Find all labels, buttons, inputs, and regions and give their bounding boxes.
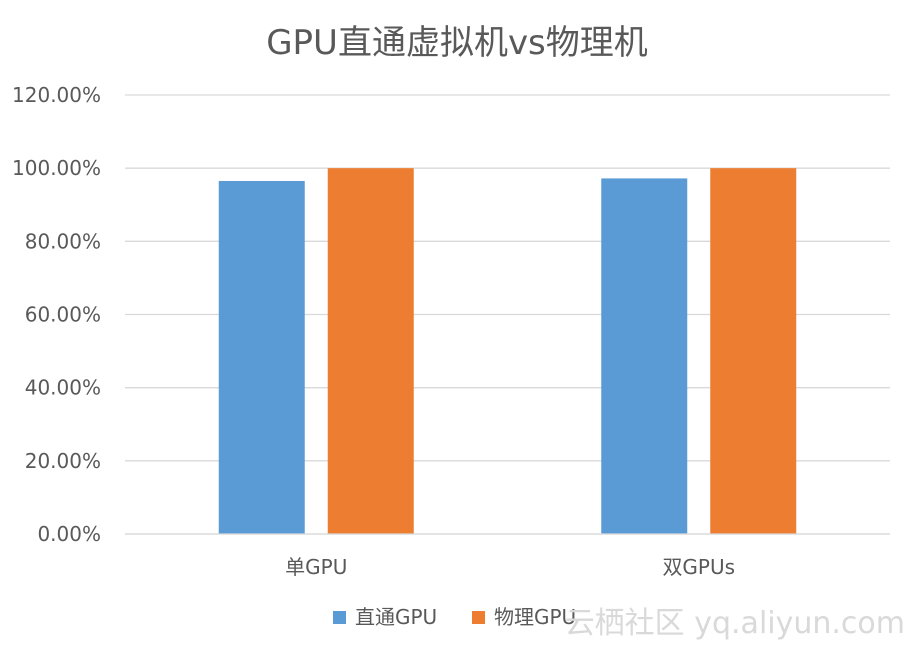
legend: 直通GPU 物理GPU [333, 605, 576, 629]
y-axis-tick-labels: 0.00% 20.00% 40.00% 60.00% 80.00% 100.00% 120.… [12, 83, 101, 546]
bar-physical-0 [327, 168, 414, 534]
legend-swatch [472, 611, 485, 624]
legend-swatch [333, 611, 346, 624]
y-tick-label: 100.00% [12, 156, 101, 180]
y-tick-label: 60.00% [25, 303, 101, 327]
bar-passthrough-1 [601, 178, 688, 534]
y-tick-label: 0.00% [37, 522, 101, 546]
y-tick-label: 80.00% [25, 229, 101, 253]
y-tick-label: 40.00% [25, 376, 101, 400]
legend-label: 物理GPU [494, 605, 576, 629]
y-tick-label: 120.00% [12, 83, 101, 107]
bars [125, 168, 890, 535]
bar-physical-1 [710, 168, 797, 534]
x-category-label: 单GPU [285, 555, 347, 579]
watermark: 云栖社区 yq.aliyun.com [565, 606, 905, 641]
x-category-label: 双GPUs [662, 555, 735, 579]
bar-passthrough-0 [218, 180, 305, 535]
legend-label: 直通GPU [355, 605, 437, 629]
chart-title: GPU直通虚拟机vs物理机 [266, 23, 648, 63]
y-tick-label: 20.00% [25, 449, 101, 473]
x-axis-category-labels: 单GPU 双GPUs [285, 555, 735, 579]
